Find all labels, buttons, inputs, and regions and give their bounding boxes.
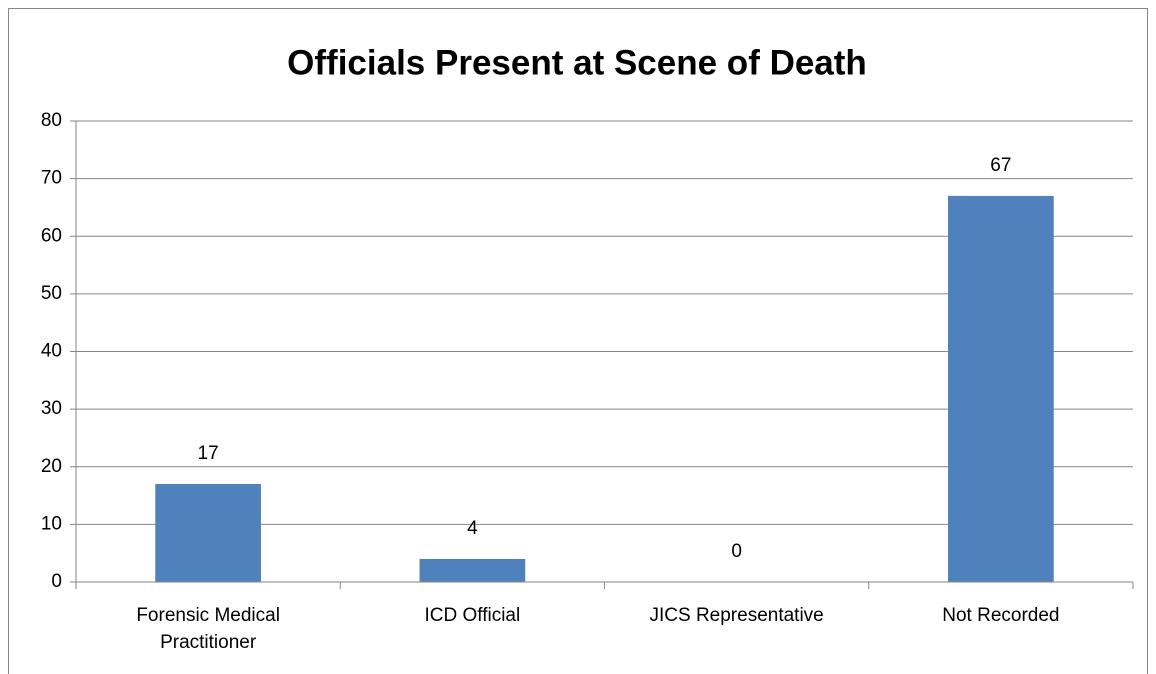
data-label: 0 <box>731 541 742 562</box>
bar <box>155 484 261 582</box>
chart-border <box>8 8 1148 674</box>
y-tick-label: 70 <box>41 168 62 189</box>
data-label: 67 <box>990 155 1011 176</box>
x-tick-label: ICD Official <box>424 605 521 626</box>
y-tick-label: 40 <box>41 341 62 362</box>
bar <box>948 195 1054 582</box>
y-tick-label: 0 <box>51 571 62 592</box>
x-tick-label: Forensic Medical Practitioner <box>136 605 280 653</box>
x-tick-label: JICS Representative <box>649 605 824 626</box>
data-label: 4 <box>467 518 478 539</box>
y-tick-label: 20 <box>41 456 62 477</box>
y-tick-label: 60 <box>41 225 62 246</box>
y-tick-label: 10 <box>41 513 62 534</box>
chart-title: Officials Present at Scene of Death <box>287 43 867 82</box>
y-tick-label: 50 <box>41 283 62 304</box>
data-label: 17 <box>198 443 219 464</box>
y-tick-label: 30 <box>41 398 62 419</box>
y-tick-label: 80 <box>41 110 62 131</box>
x-tick-label: Not Recorded <box>942 605 1060 626</box>
bar <box>419 558 526 582</box>
